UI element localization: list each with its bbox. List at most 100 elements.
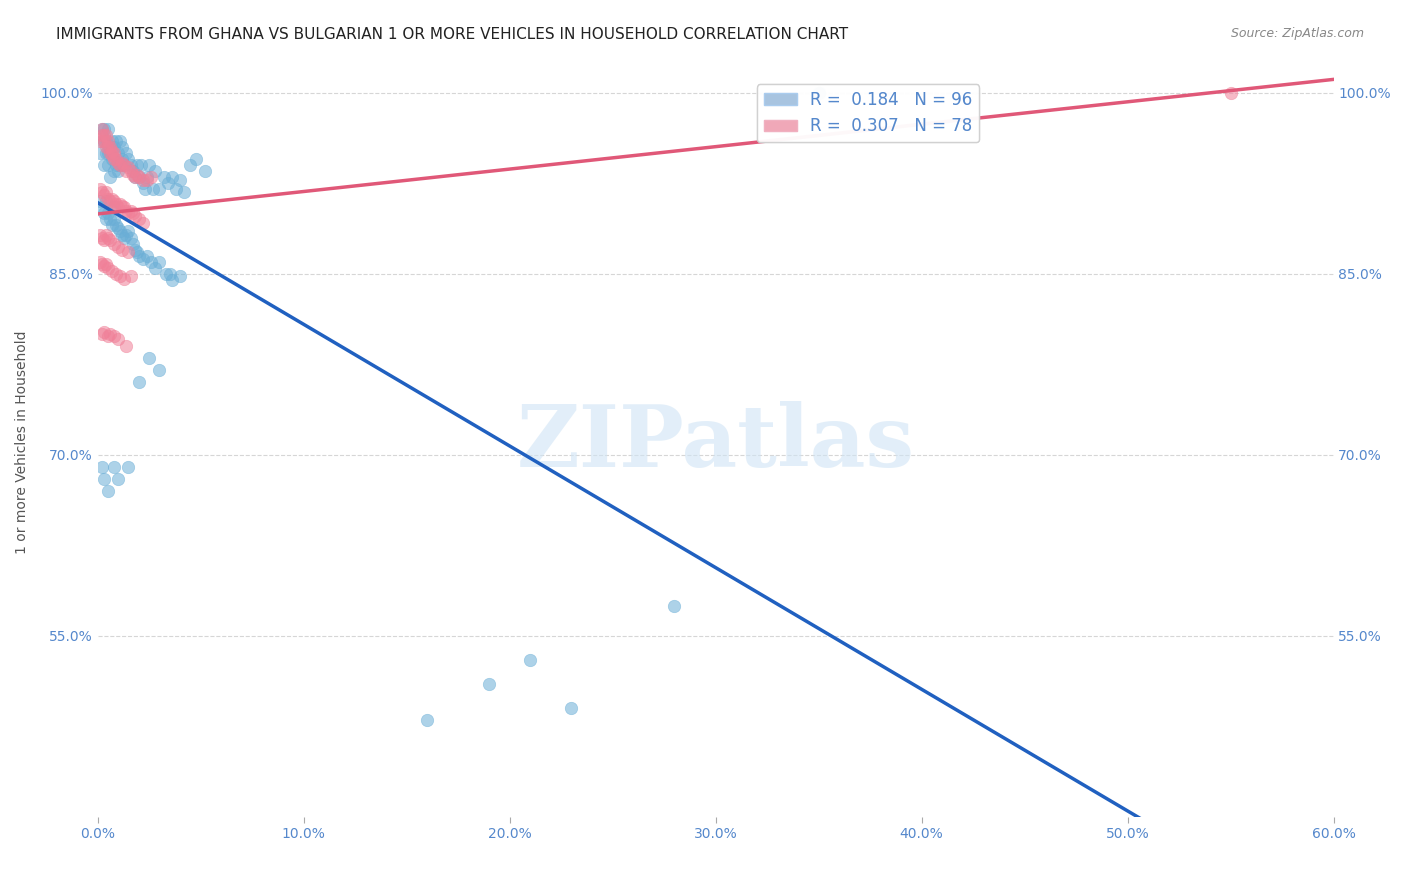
Point [93,128,115,142]
Point [117,206,139,220]
Point [110,269,132,284]
Point [89,254,111,268]
Point [98,233,121,247]
Point [103,329,125,343]
Point [97,260,120,275]
Point [94,212,117,227]
Point [107,146,129,161]
Point [111,140,134,154]
Point [125,158,148,172]
Point [121,206,143,220]
Point [148,182,170,196]
Point [98,212,121,227]
Point [97,134,120,148]
Point [101,134,124,148]
Point [94,146,117,161]
Point [111,155,134,169]
Point [110,158,132,172]
Point [152,170,174,185]
Point [98,146,121,161]
Point [143,164,166,178]
Point [120,230,142,244]
Point [94,228,117,243]
Point [93,260,115,274]
Point [105,219,128,233]
Text: IMMIGRANTS FROM GHANA VS BULGARIAN 1 OR MORE VEHICLES IN HOUSEHOLD CORRELATION C: IMMIGRANTS FROM GHANA VS BULGARIAN 1 OR … [56,27,848,42]
Point [101,219,124,233]
Point [117,225,139,239]
Point [121,236,143,251]
Point [107,220,129,235]
Point [807,86,830,100]
Point [112,158,135,172]
Point [160,170,183,185]
Point [128,376,150,390]
Point [115,164,138,178]
Point [117,245,139,260]
Point [117,161,139,175]
Point [124,170,146,185]
Point [94,140,117,154]
Point [103,146,125,161]
Point [107,164,129,178]
Point [93,233,115,247]
Point [1219,86,1241,100]
Point [93,134,115,148]
Point [101,264,124,278]
Point [101,192,124,206]
Point [132,172,155,186]
Point [115,228,138,243]
Point [141,170,163,185]
Point [664,599,686,613]
Point [97,158,120,172]
Point [560,701,582,715]
Point [141,254,163,268]
Point [132,176,155,190]
Point [143,260,166,275]
Point [103,140,125,154]
Legend: R =  0.184   N = 96, R =  0.307   N = 78: R = 0.184 N = 96, R = 0.307 N = 78 [756,85,979,142]
Point [121,168,143,182]
Point [142,182,165,196]
Point [98,327,121,342]
Point [129,158,152,172]
Point [105,158,128,172]
Point [97,329,120,343]
Point [89,228,111,243]
Point [90,230,112,244]
Point [90,459,112,474]
Point [103,152,125,166]
Point [156,176,179,190]
Point [89,146,111,161]
Point [94,134,117,148]
Point [165,182,187,196]
Point [97,206,120,220]
Text: ZIPatlas: ZIPatlas [516,401,914,484]
Point [115,339,138,353]
Point [478,677,501,691]
Point [125,168,148,182]
Point [97,192,120,206]
Point [155,267,177,281]
Point [169,172,191,186]
Point [97,121,120,136]
Point [416,714,439,728]
Point [128,170,150,185]
Point [124,243,146,257]
Point [107,332,129,346]
Point [101,144,124,158]
Point [107,155,129,169]
Point [97,140,120,154]
Point [134,182,156,196]
Point [124,209,146,223]
Point [90,121,112,136]
Point [93,121,115,136]
Point [186,152,208,166]
Point [120,158,142,172]
Point [111,152,134,166]
Point [94,257,117,271]
Point [101,148,124,162]
Point [94,185,117,199]
Point [110,196,132,211]
Point [159,267,181,281]
